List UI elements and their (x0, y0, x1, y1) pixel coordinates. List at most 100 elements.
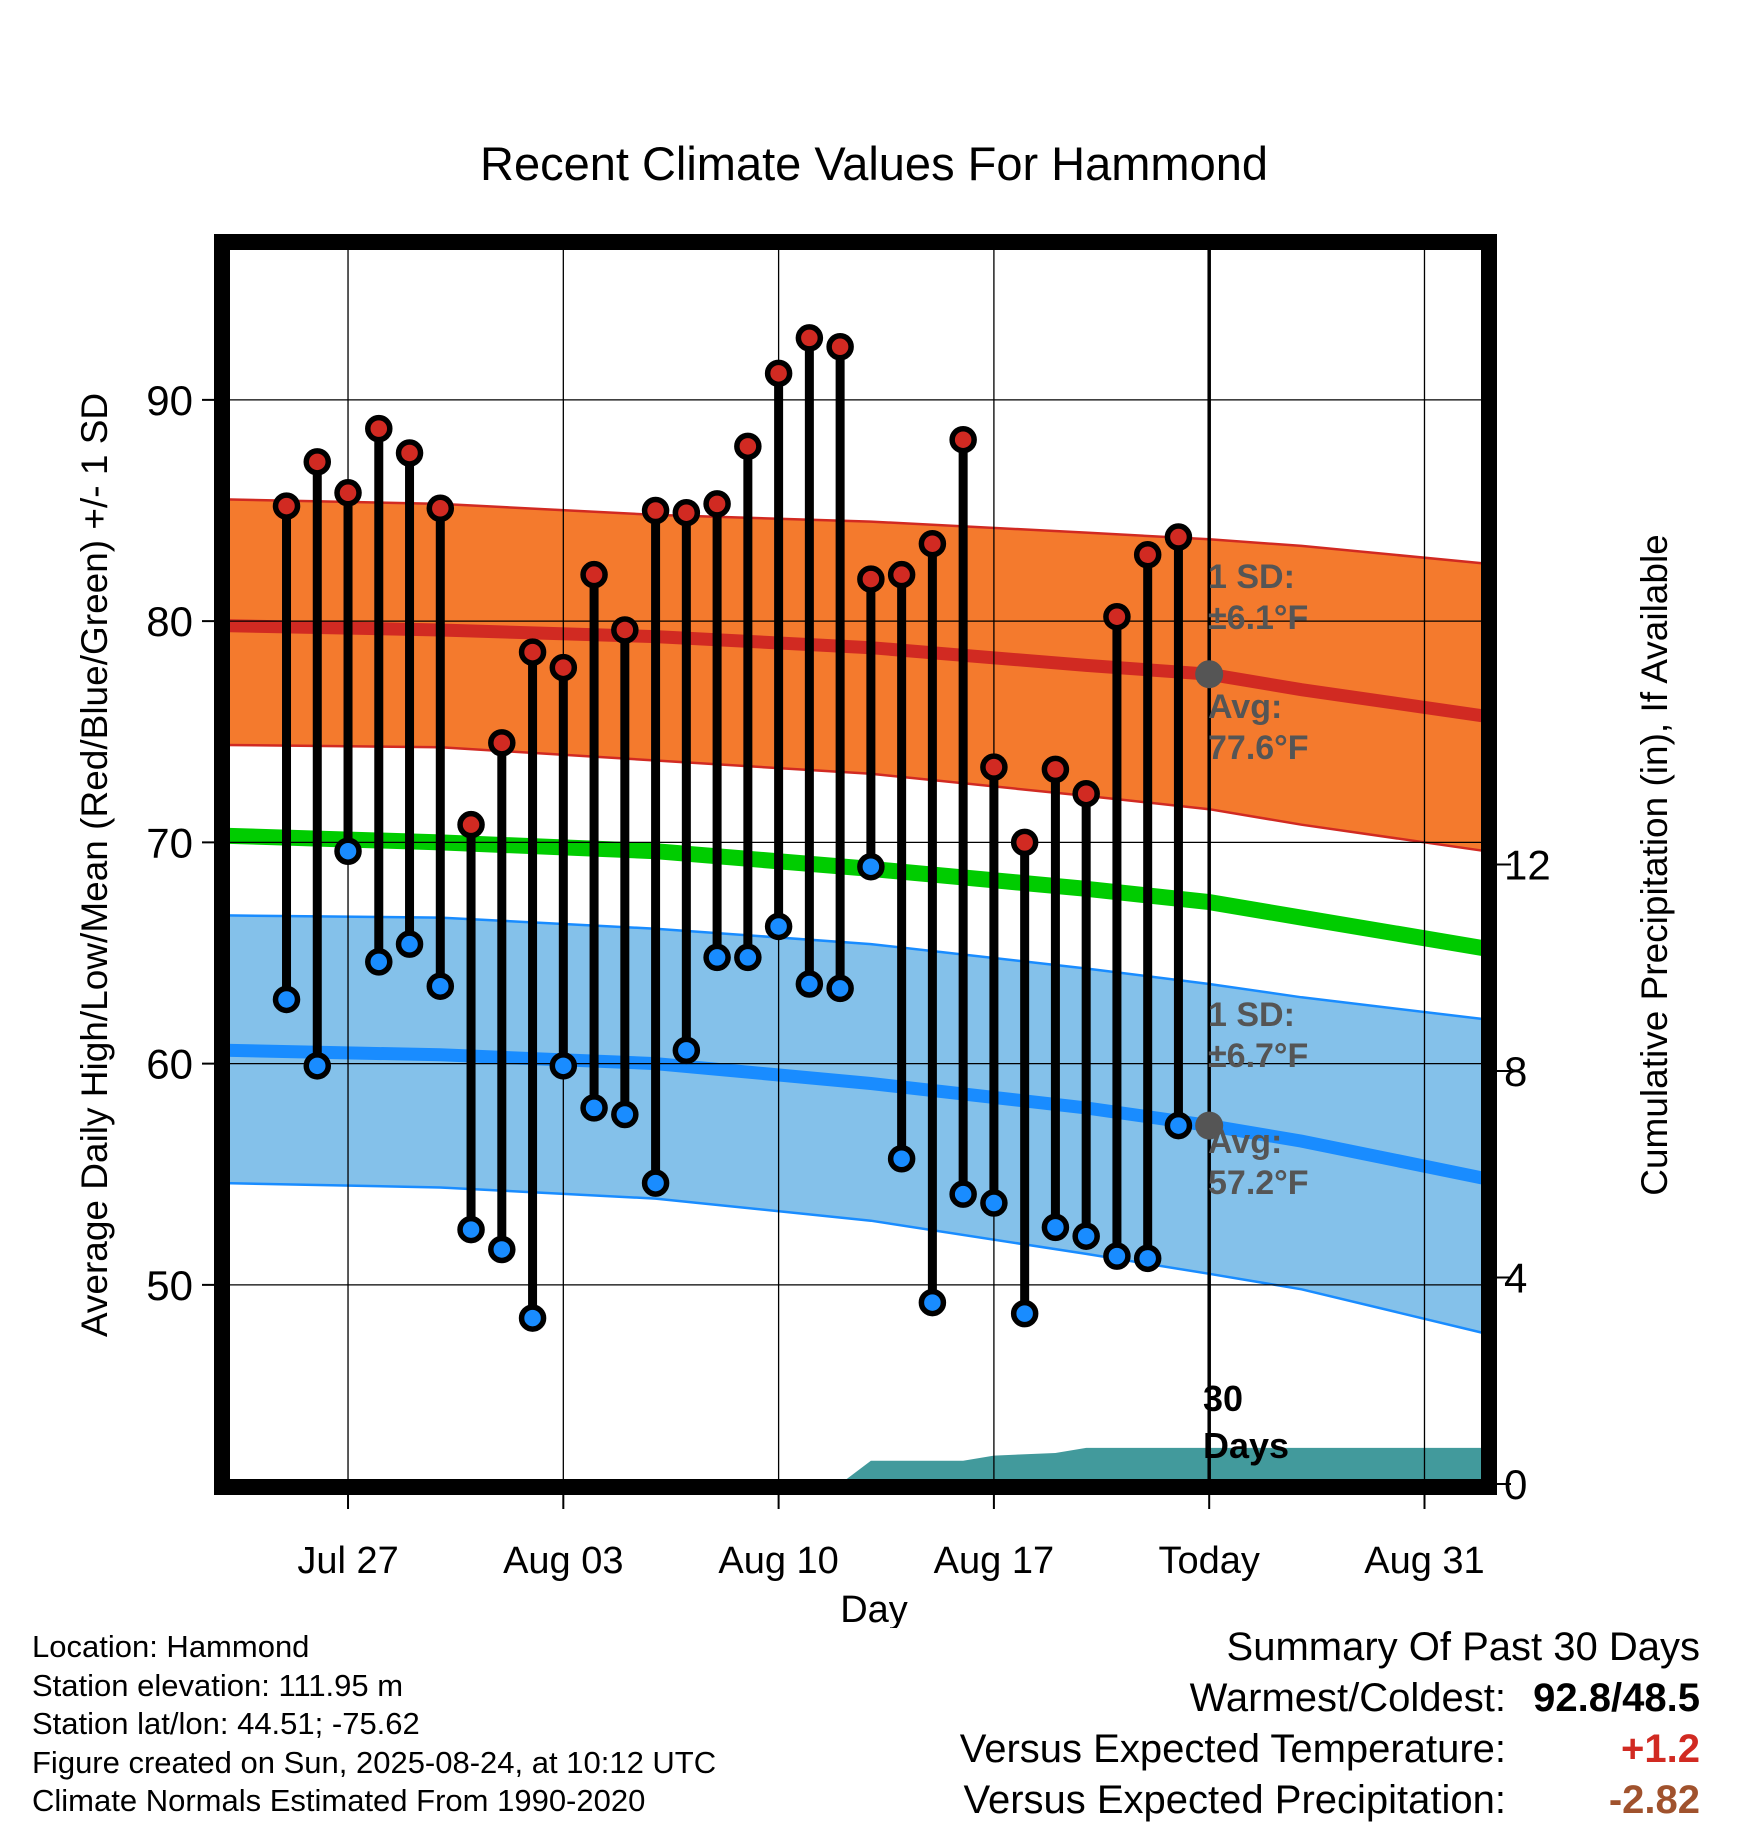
annotation-label: 1 SD: (1208, 558, 1295, 596)
daily-low-point (764, 912, 793, 941)
daily-low-point (272, 985, 301, 1014)
daily-high-point (1164, 523, 1193, 551)
daily-high-point (857, 565, 885, 593)
y2-tick-label: 0 (1504, 1461, 1527, 1508)
temp-value: +1.2 (1621, 1727, 1700, 1771)
daily-low-point (857, 852, 885, 881)
high-band-upper-edge (224, 498, 1487, 565)
daily-low-point (1103, 1242, 1131, 1270)
precip-value: -2.82 (1608, 1778, 1700, 1822)
low-band (225, 915, 1486, 1334)
low-band-lower-edge (224, 1181, 1487, 1335)
daily-high-point (795, 324, 824, 352)
x-tick-label: Aug 31 (1364, 1540, 1484, 1582)
daily-low-point (672, 1036, 701, 1065)
daily-low-point (611, 1100, 639, 1129)
y2-tick-label: 12 (1504, 842, 1551, 889)
daily-low-point (334, 837, 362, 865)
annotation-value: ±6.1°F (1208, 599, 1308, 637)
summary-title: Summary Of Past 30 Days (1226, 1625, 1700, 1669)
daily-low-point (303, 1052, 332, 1080)
daily-high-point (1010, 828, 1039, 857)
annotation-value: 57.2°F (1208, 1164, 1309, 1202)
station-info: Location: Hammond Station elevation: 111… (32, 1628, 716, 1821)
summary-panel: Summary Of Past 30 Days Warmest/Coldest:… (960, 1622, 1700, 1826)
daily-high-point (764, 359, 793, 388)
daily-high-point (980, 753, 1008, 781)
today-window-label: 30 (1203, 1378, 1243, 1419)
daily-low-point (457, 1215, 485, 1244)
daily-low-point (1010, 1299, 1039, 1328)
daily-low-point (426, 972, 455, 1000)
daily-high-point (580, 560, 608, 589)
daily-high-point (887, 560, 916, 589)
high-band-lower-edge (224, 743, 1487, 853)
daily-low-point (826, 974, 854, 1003)
warmest-label: Warmest/Coldest: (1189, 1676, 1506, 1720)
high-band (225, 499, 1486, 852)
created-text: Figure created on Sun, 2025-08-24, at 10… (32, 1744, 717, 1780)
high-average-line (224, 619, 1487, 723)
daily-high-point (272, 492, 301, 520)
daily-low-point (488, 1235, 516, 1264)
annotation-label: 1 SD: (1208, 996, 1295, 1034)
daily-high-point (303, 448, 332, 476)
today-window-label: Days (1203, 1425, 1289, 1466)
daily-high-point (1103, 602, 1131, 631)
warmest-value: 92.8/48.5 (1533, 1676, 1700, 1720)
y-tick-label: 80 (146, 598, 193, 645)
climate-chart: Recent Climate Values For Hammond 1 SD:±… (74, 137, 1675, 1628)
today-high-normal-point (1195, 660, 1224, 689)
annotation-label: Avg: (1208, 1123, 1282, 1161)
annotation-value: 77.6°F (1208, 729, 1309, 767)
y2-tick-label: 4 (1504, 1255, 1527, 1302)
x-axis-label: Day (840, 1589, 908, 1628)
daily-low-point (580, 1094, 608, 1122)
daily-high-point (488, 729, 516, 757)
temp-label: Versus Expected Temperature: (959, 1727, 1506, 1771)
low-average-line (224, 1043, 1488, 1186)
daily-high-point (1041, 755, 1070, 784)
daily-high-point (1072, 779, 1100, 808)
daily-high-point (1133, 541, 1162, 569)
daily-low-point (1041, 1213, 1070, 1242)
annotation-label: Avg: (1208, 688, 1282, 726)
daily-high-point (949, 425, 977, 454)
daily-low-point (395, 930, 424, 958)
daily-low-point (518, 1304, 547, 1332)
daily-high-point (365, 414, 393, 443)
annotation-value: ±6.7°F (1208, 1037, 1308, 1075)
y2-tick-label: 8 (1504, 1048, 1527, 1095)
daily-high-point (549, 653, 578, 682)
daily-high-point (426, 494, 455, 523)
precip-area (840, 1447, 1486, 1484)
today-low-normal-point (1195, 1111, 1224, 1140)
daily-low-point (1164, 1111, 1193, 1140)
y2-axis-label: Cumulative Precipitation (in), If Availa… (1634, 534, 1675, 1196)
daily-low-point (1072, 1222, 1100, 1250)
x-tick-label: Aug 17 (934, 1540, 1054, 1582)
x-tick-label: Jul 27 (297, 1540, 398, 1582)
precip-label: Versus Expected Precipitation: (963, 1778, 1506, 1822)
y-axis-label: Average Daily High/Low/Mean (Red/Blue/Gr… (74, 393, 115, 1337)
summary-warmest-row: Warmest/Coldest: 92.8/48.5 (960, 1673, 1700, 1724)
daily-high-point (395, 439, 424, 467)
x-tick-label: Today (1158, 1540, 1259, 1582)
daily-low-point (887, 1145, 916, 1173)
low-band-upper-edge (224, 914, 1487, 1021)
daily-high-point (734, 432, 762, 461)
location-text: Location: Hammond (32, 1629, 310, 1664)
daily-low-point (549, 1052, 578, 1080)
elevation-text: Station elevation: 111.95 m (32, 1667, 404, 1703)
y-tick-label: 50 (146, 1262, 193, 1309)
y-tick-label: 90 (146, 377, 193, 424)
daily-low-point (641, 1169, 670, 1197)
daily-low-point (949, 1180, 977, 1208)
daily-high-point (611, 616, 639, 644)
daily-low-point (365, 948, 393, 976)
chart-title: Recent Climate Values For Hammond (480, 137, 1268, 190)
latlon-text: Station lat/lon: 44.51; -75.62 (32, 1706, 420, 1741)
summary-precip-row: Versus Expected Precipitation: -2.82 (960, 1775, 1700, 1826)
daily-high-point (672, 498, 701, 527)
